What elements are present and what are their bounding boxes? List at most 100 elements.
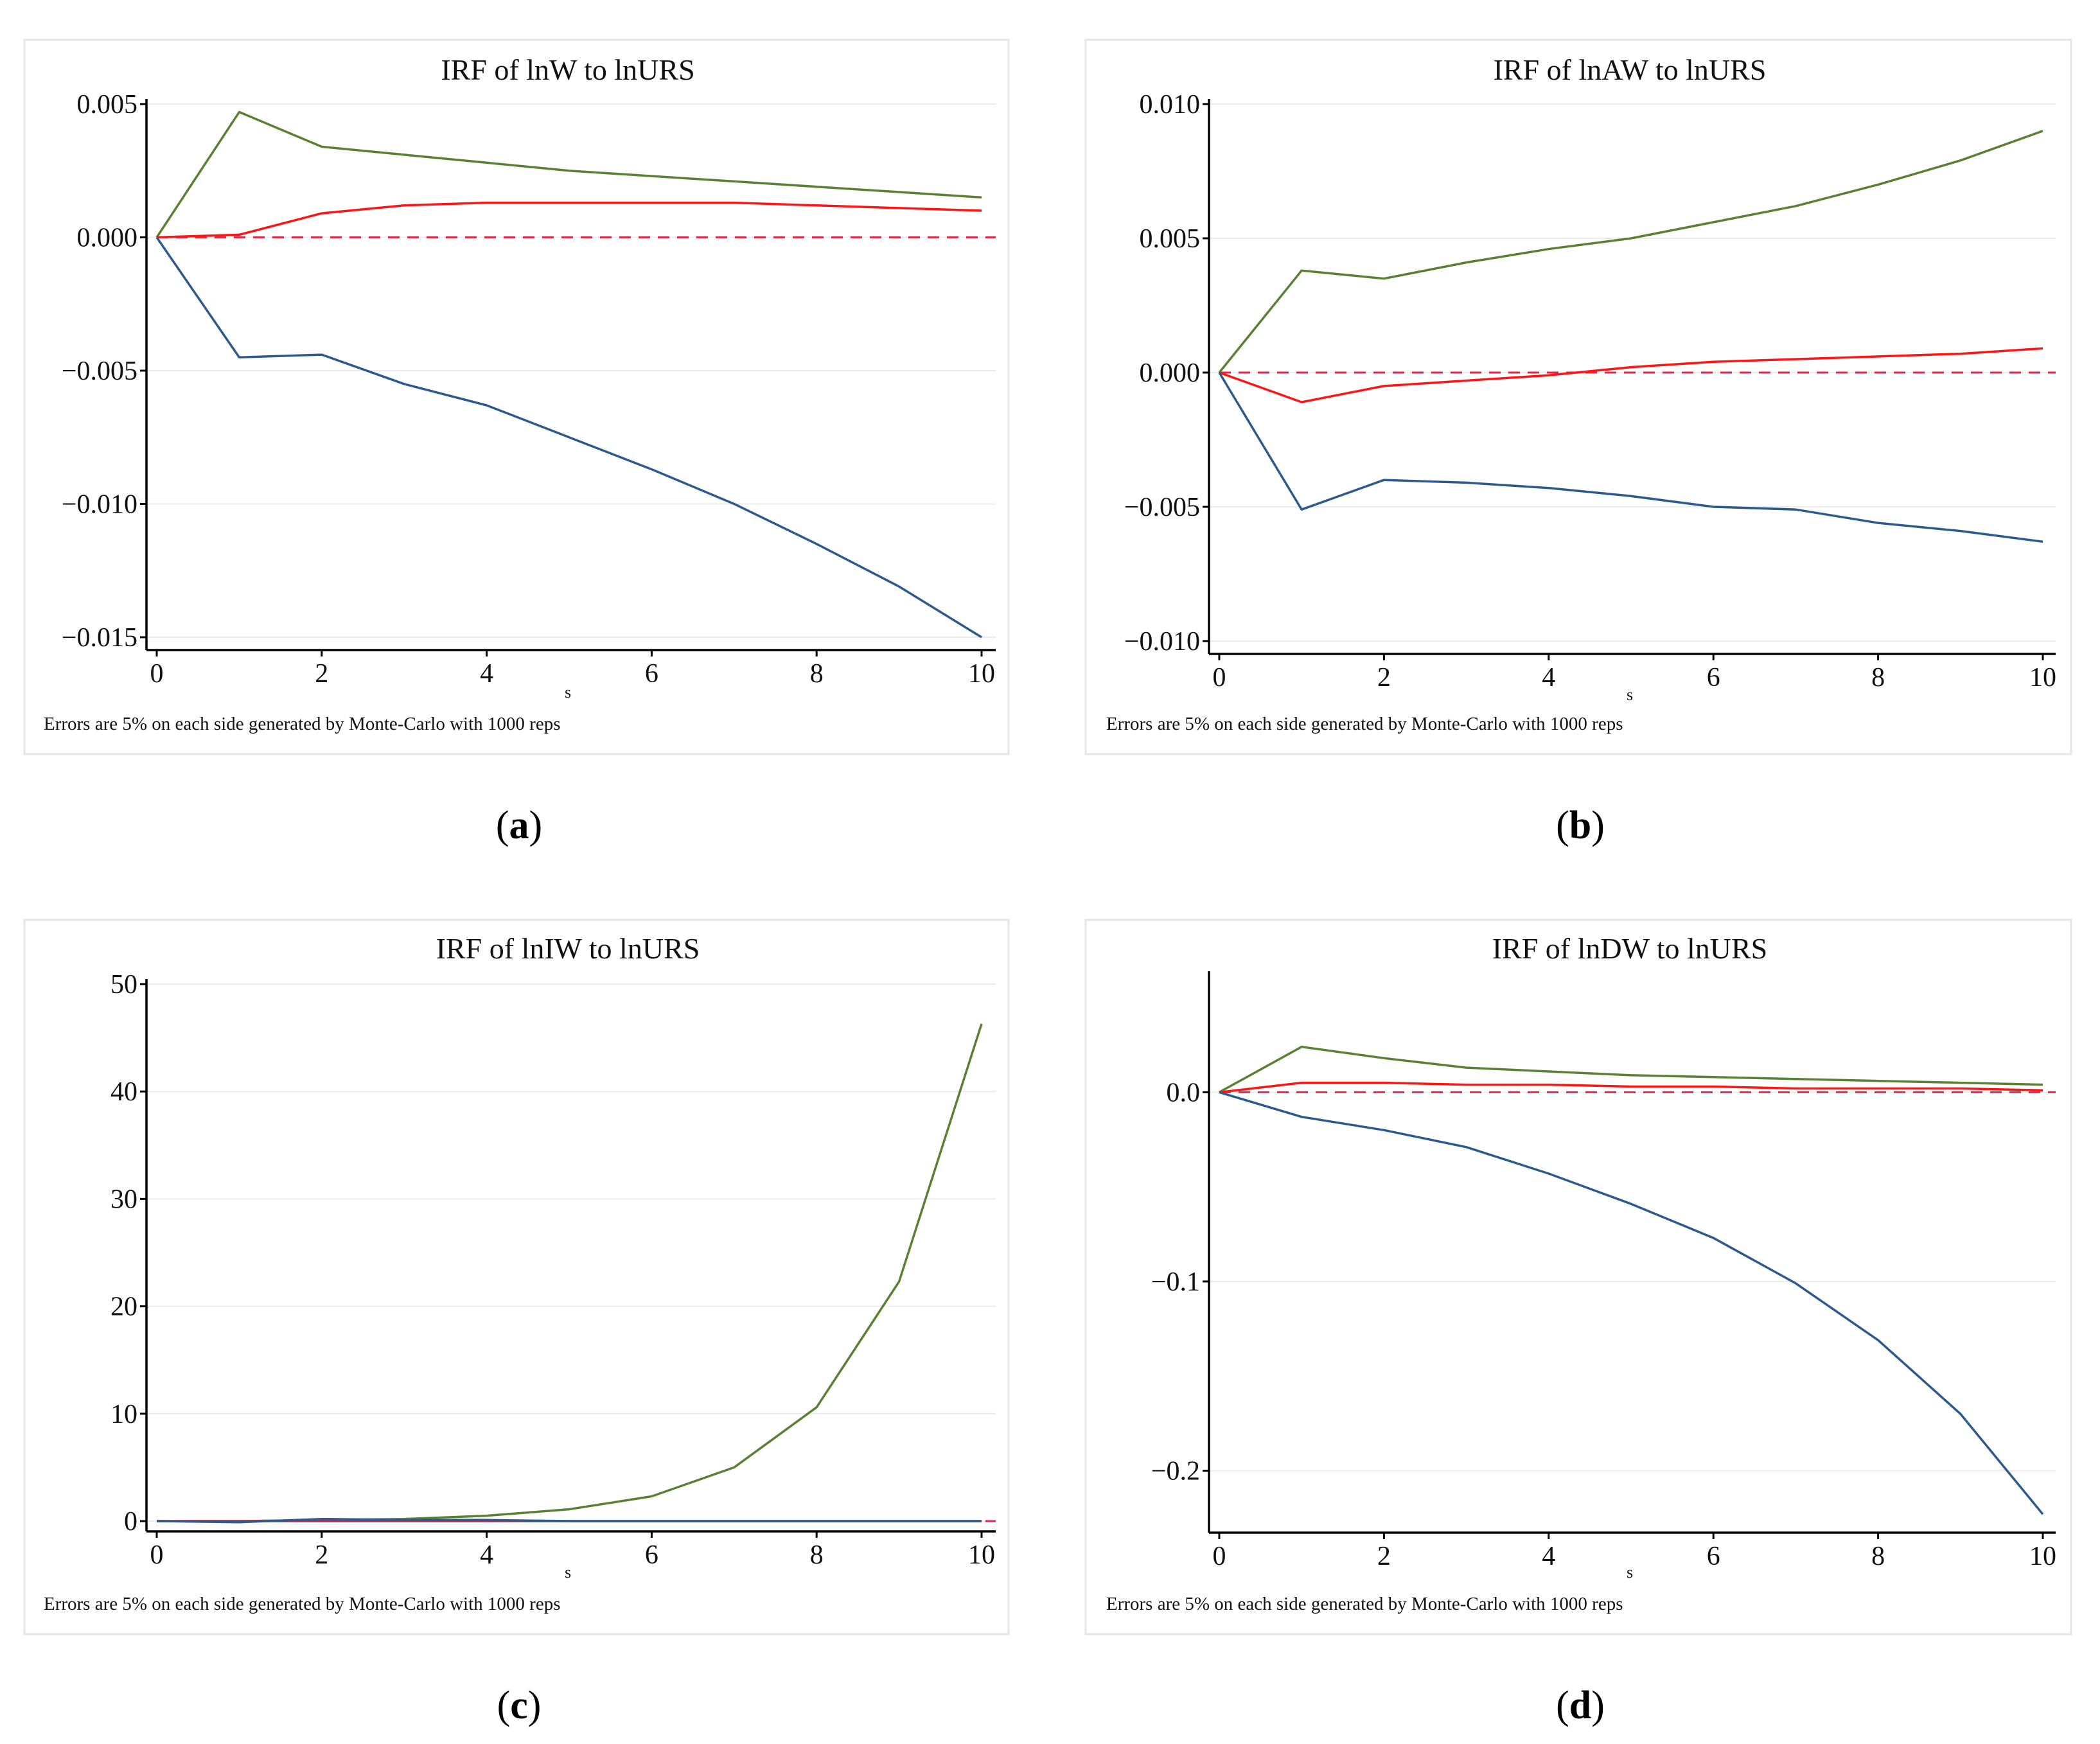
panel-c-x-tick-label: 2 bbox=[315, 1540, 328, 1570]
panel-c-x-tick-label: 4 bbox=[480, 1540, 493, 1570]
panel-a-series-lower-line bbox=[155, 236, 982, 639]
panel-a-series-group bbox=[155, 110, 982, 639]
panel-b-x-axis-label: s bbox=[1627, 685, 1633, 704]
panel-d-y-tick-label: 0.0 bbox=[1167, 1078, 1201, 1107]
panel-c-x-tick-label: 0 bbox=[150, 1540, 164, 1570]
panel-a-caption-close: ) bbox=[529, 804, 543, 847]
panel-d-note: Errors are 5% on each side generated by … bbox=[1106, 1594, 1623, 1614]
panel-b-x-tick-label: 6 bbox=[1707, 663, 1720, 692]
panel-d-caption-letter: d bbox=[1569, 1684, 1591, 1727]
panel-b-title: IRF of lnAW to lnURS bbox=[1494, 53, 1767, 86]
panel-d-series-upper-line bbox=[1219, 1045, 2043, 1093]
panel-c-caption: (c) bbox=[497, 1684, 542, 1727]
panel-c-y-tick-label: 20 bbox=[110, 1292, 137, 1322]
panel-b-x-tick-label: 2 bbox=[1377, 663, 1391, 692]
panel-b-x-tick-label: 4 bbox=[1542, 663, 1555, 692]
panel-c-x-axis-label: s bbox=[565, 1563, 571, 1581]
panel-d-x-tick-label: 2 bbox=[1377, 1542, 1391, 1571]
panel-b-y-tick-label: 0.005 bbox=[1140, 224, 1201, 254]
panel-a-x-tick-label: 2 bbox=[315, 659, 328, 689]
panel-a-y-tick-label: −0.010 bbox=[62, 490, 137, 520]
panel-b: IRF of lnAW to lnURS 0.010 0.005 0.000 −0.0… bbox=[1084, 39, 2072, 847]
panel-b-y-tick-label: −0.005 bbox=[1124, 493, 1200, 522]
panel-b-caption: (b) bbox=[1556, 804, 1605, 847]
panel-a-x-tick-label: 4 bbox=[480, 659, 493, 689]
panel-c-series-lower-line bbox=[156, 1517, 982, 1524]
panel-b-x-tick-label: 8 bbox=[1871, 663, 1885, 692]
panel-c-series-group bbox=[156, 1023, 983, 1524]
panel-a-series-upper-line bbox=[155, 110, 982, 238]
panel-a-caption-open: ( bbox=[496, 804, 509, 847]
panel-b-series-group bbox=[1218, 130, 2043, 543]
panel-a-y-tick-label: −0.015 bbox=[62, 623, 137, 653]
panel-a-y-tick-label: 0.000 bbox=[77, 224, 138, 253]
panel-c-frame bbox=[23, 919, 1010, 1635]
panel-d-x-tick-label: 0 bbox=[1213, 1542, 1226, 1571]
panel-c-y-tick-label: 0 bbox=[124, 1507, 137, 1537]
panel-c-y-tick-label: 10 bbox=[110, 1400, 137, 1429]
panel-c-title: IRF of lnIW to lnURS bbox=[436, 932, 700, 965]
panel-d-series-group bbox=[1219, 1045, 2044, 1515]
panel-d-x-ticks: 0 2 4 6 8 10 bbox=[1213, 1533, 2056, 1571]
panel-a-y-ticks: 0.005 0.000 −0.005 −0.010 −0.015 bbox=[62, 90, 146, 653]
panel-d-axes bbox=[1208, 971, 2056, 1534]
panel-a-title: IRF of lnW to lnURS bbox=[441, 53, 694, 86]
panel-b-x-ticks: 0 2 4 6 8 10 bbox=[1213, 654, 2056, 692]
panel-d-x-tick-label: 10 bbox=[2029, 1542, 2056, 1571]
panel-a-x-tick-label: 0 bbox=[150, 659, 164, 689]
panel-b-series-upper-line bbox=[1218, 130, 2043, 374]
panel-c: IRF of lnIW to lnURS 50 40 30 20 10 0 0 2 4 6 8 10… bbox=[23, 919, 1010, 1727]
panel-b-axes bbox=[1208, 99, 2056, 655]
panel-c-y-ticks: 50 40 30 20 10 0 bbox=[110, 970, 146, 1537]
panel-b-y-tick-label: 0.000 bbox=[1140, 358, 1201, 388]
panel-a-x-tick-label: 6 bbox=[645, 659, 658, 689]
panel-c-y-tick-label: 30 bbox=[110, 1185, 137, 1214]
panel-b-caption-open: ( bbox=[1556, 804, 1569, 847]
panel-b-frame bbox=[1084, 39, 2072, 755]
panel-c-caption-open: ( bbox=[497, 1684, 511, 1727]
panel-a-x-ticks: 0 2 4 6 8 10 bbox=[150, 650, 995, 689]
panel-d-x-tick-label: 8 bbox=[1871, 1542, 1885, 1571]
panel-d-x-tick-label: 6 bbox=[1707, 1542, 1720, 1571]
panel-b-y-ticks: 0.010 0.005 0.000 −0.005 −0.010 bbox=[1124, 90, 1209, 656]
panel-d-caption-open: ( bbox=[1556, 1684, 1569, 1727]
panel-a-x-axis-label: s bbox=[565, 683, 571, 701]
panel-a-caption-letter: a bbox=[509, 804, 529, 847]
panel-c-x-tick-label: 8 bbox=[810, 1540, 824, 1570]
panel-a-axes bbox=[145, 99, 996, 651]
panel-a-y-tick-label: −0.005 bbox=[62, 357, 137, 386]
panel-b-note: Errors are 5% on each side generated by … bbox=[1106, 714, 1623, 734]
panel-c-y-tick-label: 40 bbox=[110, 1077, 137, 1107]
panel-d-x-tick-label: 4 bbox=[1542, 1542, 1555, 1571]
panel-a-series-irf-line bbox=[156, 201, 982, 239]
panel-c-x-ticks: 0 2 4 6 8 10 bbox=[150, 1531, 995, 1570]
panel-b-x-tick-label: 0 bbox=[1213, 663, 1226, 692]
panel-d: IRF of lnDW to lnURS 0.0 −0.1 −0.2 0 2 4 6 8 10… bbox=[1084, 919, 2072, 1727]
panel-c-caption-close: ) bbox=[528, 1684, 542, 1727]
panel-d-x-axis-label: s bbox=[1627, 1563, 1633, 1581]
panel-a-x-tick-label: 10 bbox=[968, 659, 995, 689]
panel-a-y-tick-label: 0.005 bbox=[77, 90, 138, 119]
panel-b-caption-close: ) bbox=[1591, 804, 1605, 847]
panel-d-y-ticks: 0.0 −0.1 −0.2 bbox=[1151, 1078, 1209, 1486]
panel-a-frame bbox=[23, 39, 1010, 755]
panel-b-series-irf-line bbox=[1219, 347, 2043, 403]
panel-c-x-tick-label: 6 bbox=[645, 1540, 658, 1570]
panel-d-title: IRF of lnDW to lnURS bbox=[1492, 932, 1768, 965]
panel-b-x-tick-label: 10 bbox=[2029, 663, 2056, 692]
panel-a-note: Errors are 5% on each side generated by … bbox=[44, 714, 560, 734]
panel-c-x-tick-label: 10 bbox=[968, 1540, 995, 1570]
panel-b-y-tick-label: −0.010 bbox=[1124, 627, 1200, 656]
panel-d-frame bbox=[1084, 919, 2072, 1635]
panel-c-caption-letter: c bbox=[510, 1684, 528, 1727]
panel-d-series-lower-line bbox=[1219, 1091, 2044, 1515]
panel-a-x-tick-label: 8 bbox=[810, 659, 824, 689]
panel-c-note: Errors are 5% on each side generated by … bbox=[44, 1594, 560, 1614]
panel-b-y-tick-label: 0.010 bbox=[1140, 90, 1201, 119]
panel-b-series-lower-line bbox=[1218, 372, 2043, 543]
panel-d-y-tick-label: −0.2 bbox=[1151, 1457, 1200, 1486]
panel-c-axes bbox=[145, 979, 996, 1533]
panel-a: IRF of lnW to lnURS 0.005 0.000 −0.005 −0.0… bbox=[23, 39, 1010, 847]
panel-d-series-irf-line bbox=[1219, 1081, 2043, 1094]
